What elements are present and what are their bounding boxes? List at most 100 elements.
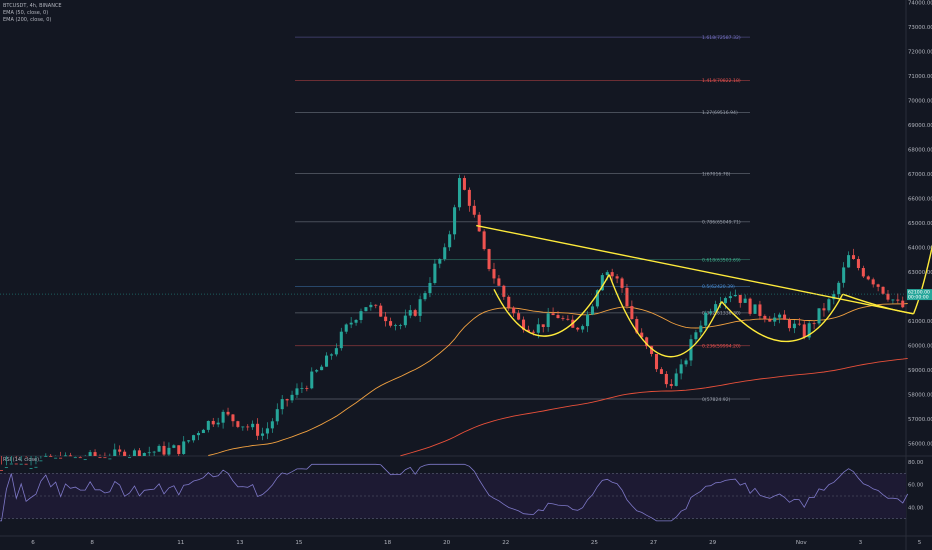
- pattern-drawing[interactable]: [476, 174, 932, 358]
- candle-body: [650, 346, 654, 354]
- candle: [561, 315, 565, 321]
- candle-body: [684, 360, 688, 365]
- candle-body: [320, 366, 324, 371]
- fib-level-label: 1.618(72587.32): [702, 35, 741, 41]
- pattern-curve[interactable]: [842, 293, 914, 315]
- last-price-label-box: [907, 289, 932, 301]
- candle: [369, 301, 373, 311]
- fib-level-label: 0.236(59994.20): [702, 344, 741, 350]
- candle: [128, 454, 132, 459]
- candle: [625, 284, 629, 309]
- candle-body: [73, 457, 77, 459]
- candle: [428, 277, 432, 298]
- candle-body: [630, 306, 634, 320]
- pattern-curve[interactable]: [493, 274, 610, 337]
- candle: [29, 456, 33, 469]
- candle: [305, 385, 309, 392]
- candle-body: [561, 318, 565, 319]
- candle: [211, 417, 215, 428]
- candle: [177, 445, 181, 456]
- candle-body: [349, 322, 353, 325]
- time-tick-label: 29: [709, 540, 717, 546]
- candle-body: [265, 428, 269, 434]
- candle-body: [817, 308, 821, 324]
- rsi-band: [0, 473, 906, 519]
- candle: [551, 307, 555, 316]
- pattern-curve[interactable]: [608, 274, 723, 358]
- candle: [4, 456, 8, 468]
- candle-body: [147, 452, 151, 454]
- candle: [295, 383, 299, 399]
- price-tick-label: 64000.00: [908, 246, 932, 252]
- candle: [152, 450, 156, 456]
- candle: [453, 204, 457, 240]
- candle: [586, 311, 590, 333]
- candle: [615, 274, 619, 284]
- candle: [39, 456, 43, 462]
- candle: [354, 318, 358, 326]
- candle-body: [211, 420, 215, 425]
- candle-body: [812, 323, 816, 325]
- pattern-curve[interactable]: [720, 293, 844, 343]
- price-tick-label: 59000.00: [908, 368, 932, 374]
- candle: [201, 428, 205, 434]
- candle: [280, 395, 284, 415]
- candle-body: [723, 298, 727, 304]
- price-tick-label: 65000.00: [908, 221, 932, 227]
- candle-body: [462, 178, 466, 190]
- candle-body: [453, 207, 457, 235]
- candle-body: [477, 214, 481, 232]
- candle-body: [128, 457, 132, 459]
- candle: [886, 289, 890, 302]
- candle-body: [443, 247, 447, 260]
- candle-body: [339, 331, 343, 349]
- candle: [896, 293, 900, 304]
- candle: [842, 262, 846, 288]
- candle: [457, 174, 462, 211]
- candle: [344, 323, 348, 334]
- candle-body: [226, 411, 230, 415]
- fibonacci-levels[interactable]: 1.618(72587.32) 1.414(70822.18) 1.27(69516…: [295, 35, 750, 403]
- candle: [733, 289, 737, 297]
- candle-body: [536, 324, 540, 333]
- candle-body: [118, 449, 122, 452]
- candle-body: [457, 178, 462, 208]
- candle: [674, 368, 678, 387]
- candle-body: [285, 399, 289, 401]
- candle: [142, 452, 146, 456]
- candle-body: [517, 313, 521, 320]
- candle: [738, 294, 742, 308]
- candle: [403, 309, 407, 328]
- candle-body: [423, 293, 427, 300]
- candle: [467, 187, 471, 212]
- candle-body: [886, 293, 890, 300]
- candle: [408, 304, 412, 319]
- candle: [393, 323, 398, 331]
- candle-body: [590, 306, 595, 315]
- candle-body: [822, 308, 826, 311]
- last-price-value: 62100.00: [908, 289, 930, 295]
- candle: [477, 211, 481, 232]
- projection-arrow-line[interactable]: [912, 174, 932, 315]
- candle: [418, 295, 422, 323]
- candle-body: [236, 421, 240, 427]
- candle-body: [98, 457, 102, 459]
- candle: [285, 398, 289, 407]
- candle-body: [142, 452, 146, 456]
- candle-body: [664, 373, 668, 385]
- candle: [364, 306, 368, 312]
- candle-body: [787, 319, 792, 329]
- candle: [63, 452, 68, 457]
- candle-body: [187, 440, 191, 442]
- candle-body: [600, 275, 604, 291]
- candle: [374, 304, 378, 309]
- candle: [856, 256, 860, 271]
- candle-body: [325, 355, 329, 367]
- candle-body: [807, 323, 811, 338]
- candles: [0, 174, 905, 471]
- candle: [891, 299, 895, 304]
- ema50-legend: EMA (50, close, 0): [3, 10, 49, 16]
- candle-body: [856, 259, 860, 269]
